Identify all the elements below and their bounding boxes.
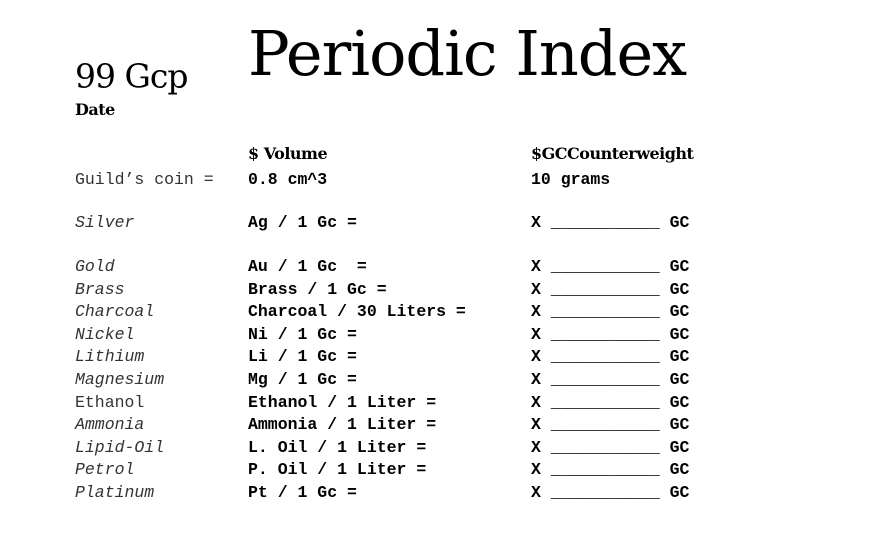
counterweight-blank: X ___________ GC [531, 392, 690, 412]
element-name: Ammonia [75, 414, 145, 434]
element-formula: Ni / 1 Gc = [248, 324, 357, 344]
counterweight-blank: X ___________ GC [531, 369, 690, 389]
element-name: Brass [75, 279, 125, 299]
amount: 99 Gcp [75, 56, 188, 96]
column-header: $GCCounterweight [531, 144, 694, 163]
reference-volume: 0.8 cm^3 [248, 169, 328, 189]
counterweight-blank: X ___________ GC [531, 279, 690, 299]
element-formula: Li / 1 Gc = [248, 347, 357, 367]
counterweight-blank: X ___________ GC [531, 460, 690, 480]
element-name: Magnesium [75, 369, 165, 389]
counterweight-blank: X ___________ GC [531, 324, 690, 344]
element-formula: P. Oil / 1 Liter = [248, 460, 427, 480]
element-name: Petrol [75, 460, 135, 480]
element-formula: Charcoal / 30 Liters = [248, 301, 466, 321]
element-name: Lipid-Oil [75, 437, 165, 457]
reference-weight: 10 grams [531, 169, 611, 189]
element-formula: L. Oil / 1 Liter = [248, 437, 427, 457]
element-name: Silver [75, 212, 135, 232]
element-formula: Ag / 1 Gc = [248, 212, 357, 232]
counterweight-blank: X ___________ GC [531, 414, 690, 434]
element-name: Charcoal [75, 301, 155, 321]
element-formula: Pt / 1 Gc = [248, 482, 357, 502]
element-formula: Brass / 1 Gc = [248, 279, 387, 299]
column-header: $ Volume [248, 144, 328, 163]
counterweight-blank: X ___________ GC [531, 347, 690, 367]
element-name: Ethanol [75, 392, 145, 412]
element-name: Platinum [75, 482, 155, 502]
counterweight-blank: X ___________ GC [531, 482, 690, 502]
element-formula: Mg / 1 Gc = [248, 369, 357, 389]
element-name: Lithium [75, 347, 145, 367]
counterweight-blank: X ___________ GC [531, 301, 690, 321]
date-label: Date [75, 100, 115, 119]
element-formula: Ammonia / 1 Liter = [248, 414, 437, 434]
title: Periodic Index [248, 17, 687, 90]
counterweight-blank: X ___________ GC [531, 256, 690, 276]
element-name: Gold [75, 256, 115, 276]
element-formula: Au / 1 Gc = [248, 256, 367, 276]
reference-label: Guild’s coin = [75, 169, 214, 189]
counterweight-blank: X ___________ GC [531, 437, 690, 457]
counterweight-blank: X ___________ GC [531, 212, 690, 232]
element-formula: Ethanol / 1 Liter = [248, 392, 437, 412]
element-name: Nickel [75, 324, 135, 344]
